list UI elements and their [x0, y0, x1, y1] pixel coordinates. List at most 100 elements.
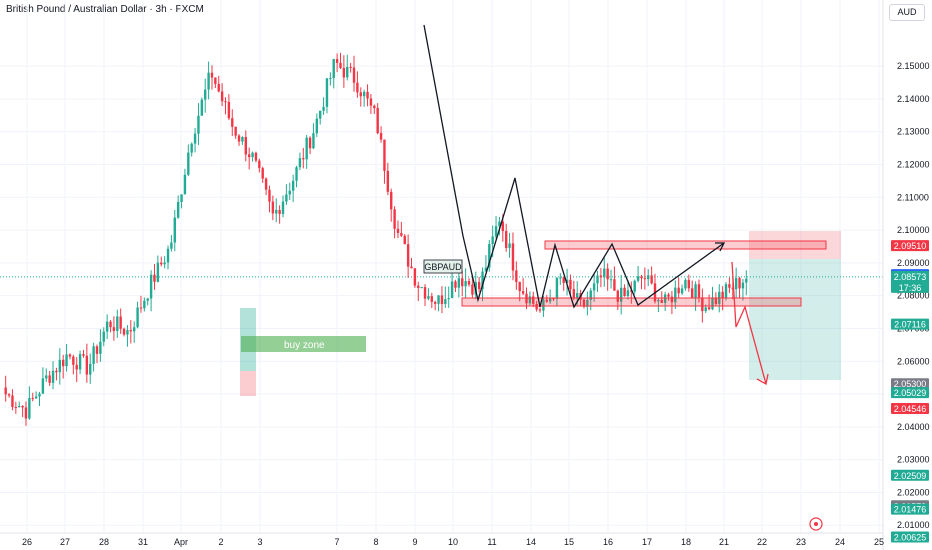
candle-body: [623, 287, 626, 296]
candle-body: [697, 284, 701, 298]
candle-body: [603, 268, 606, 278]
candle-body: [660, 300, 663, 303]
candle-body: [180, 194, 183, 202]
candle-body: [437, 295, 440, 304]
candle-body: [166, 248, 170, 263]
drawing-zones: buy zone: [0, 231, 883, 396]
time-tick-label: 10: [448, 537, 458, 547]
candle-body: [663, 294, 667, 303]
candle-body: [471, 284, 474, 295]
time-tick-label: 24: [835, 537, 845, 547]
candle-body: [386, 170, 390, 192]
candle-body: [75, 364, 78, 370]
candle-body: [525, 293, 528, 304]
candle-body: [383, 139, 386, 171]
candle-body: [136, 307, 139, 328]
candle-body: [538, 309, 542, 311]
currency-button[interactable]: AUD: [889, 4, 925, 21]
candle-body: [264, 178, 268, 190]
symbol-label-box: [423, 259, 463, 274]
candle-body: [352, 67, 356, 83]
time-tick-label: 8: [373, 537, 378, 547]
time-tick-label: 18: [681, 537, 691, 547]
buy-zone-label: buy zone: [284, 340, 325, 351]
time-tick-label: 2: [218, 537, 223, 547]
candle-body: [626, 290, 630, 296]
candle-body: [545, 299, 548, 302]
candle-body: [237, 135, 241, 142]
candle-body: [728, 284, 731, 288]
buy-zone-box: [241, 336, 366, 352]
price-tag: 2.07116: [891, 318, 929, 330]
candle-body: [85, 355, 89, 375]
price-tag-bg: [891, 378, 929, 390]
candle-body: [254, 152, 258, 161]
candle-body: [271, 201, 275, 214]
candles: [4, 52, 748, 426]
candle-body: [342, 67, 346, 78]
drawings: GBPAUD: [423, 24, 827, 531]
candle-body: [548, 298, 552, 302]
candle-body: [444, 299, 447, 304]
price-tag: 2.00625: [891, 531, 929, 543]
candle-body: [619, 287, 623, 302]
candle-body: [295, 167, 298, 181]
price-tick-label: 2.02000: [897, 487, 930, 497]
candle-body: [464, 281, 467, 287]
price-tick-label: 2.06000: [897, 356, 930, 366]
time-tick-label: 23: [796, 537, 806, 547]
candle-body: [427, 296, 430, 299]
candle-body: [711, 297, 714, 310]
price-tag-value: 2.02509: [894, 471, 927, 481]
candle-body: [163, 262, 166, 265]
candle-body: [552, 298, 555, 300]
candle-body: [82, 354, 85, 356]
candle-body: [741, 282, 745, 289]
time-tick-label: 21: [719, 537, 729, 547]
candle-body: [484, 267, 488, 272]
candle-body: [176, 201, 180, 218]
candle-body: [285, 194, 288, 202]
candle-body: [582, 299, 586, 307]
candle-body: [586, 299, 589, 307]
price-tag-bg: [891, 531, 929, 543]
candle-body: [440, 295, 444, 304]
candle-body: [329, 78, 332, 80]
candle-body: [275, 209, 278, 214]
candle-body: [400, 232, 403, 236]
price-tick-label: 2.08000: [897, 291, 930, 301]
candle-body: [515, 270, 518, 283]
candle-body: [562, 277, 565, 283]
time-tick-label: 16: [603, 537, 613, 547]
candle-body: [234, 126, 237, 136]
candle-body: [457, 278, 461, 288]
candle-body: [308, 137, 312, 149]
candle-body: [501, 221, 505, 232]
candle-body: [210, 72, 214, 78]
candle-body: [359, 92, 362, 97]
candle-body: [187, 152, 190, 175]
candle-body: [190, 143, 193, 153]
price-tags: 2.095102.086252.0857317:362.071162.05300…: [891, 240, 929, 543]
price-tag-value: 2.07116: [894, 320, 926, 330]
candle-body: [339, 62, 342, 68]
price-tag: 2.04546: [891, 402, 929, 414]
candle-body: [319, 110, 322, 119]
price-tick-label: 2.04000: [897, 422, 930, 432]
candle-body: [281, 201, 285, 214]
candle-body: [592, 283, 596, 291]
candle-body: [643, 278, 647, 280]
candle-body: [197, 115, 200, 134]
candle-body: [555, 278, 559, 299]
candle-body: [396, 228, 400, 233]
price-tag-value: 2.09510: [894, 241, 927, 251]
price-tag-bg: [891, 318, 929, 330]
candle-body: [636, 276, 640, 281]
long-position-stop-zone: [240, 371, 256, 396]
candle-body: [139, 307, 143, 309]
price-tag-value: 2.01476: [894, 505, 927, 515]
candle-body: [532, 296, 535, 304]
time-tick-label: 9: [412, 537, 417, 547]
candle-body: [714, 297, 718, 304]
